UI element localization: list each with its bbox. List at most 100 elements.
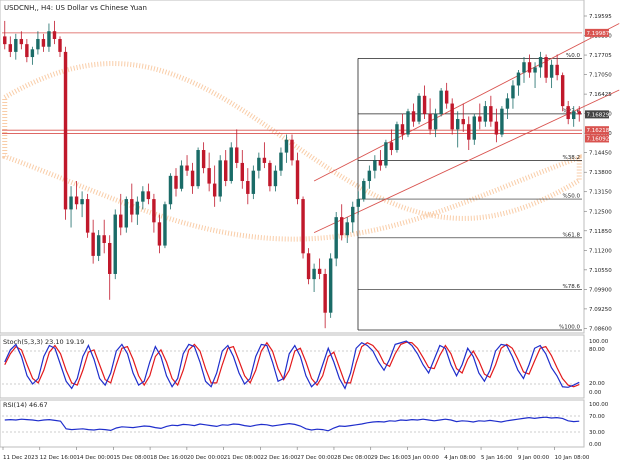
candle-body (36, 38, 40, 50)
candle-body (41, 38, 46, 47)
price-tag-label: 7.16218 (587, 128, 610, 134)
candle-body (58, 38, 62, 52)
candle-body (500, 108, 504, 135)
price-tag-bg (585, 28, 609, 37)
fib-level-label: %0.0 (566, 53, 580, 59)
candle-body (196, 150, 200, 187)
rsi-tick-label: 70.00 (589, 414, 605, 420)
time-tick-label: 28 Dec 08:00 (334, 455, 371, 461)
chart-symbol-title: USDCNH,, H4: US Dollar vs Chinese Yuan (4, 4, 147, 12)
time-tick-label: 15 Dec 08:00 (113, 455, 150, 461)
candle-body (80, 199, 84, 205)
candle-body (516, 72, 521, 86)
time-tick-label: 5 Jan 16:00 (481, 455, 513, 461)
candle-body (163, 204, 167, 246)
candle-body (367, 170, 372, 182)
candle-body (389, 142, 394, 151)
candle-body (328, 258, 333, 313)
price-tick-label: 7.08600 (589, 326, 612, 332)
candle-body (422, 95, 427, 114)
rsi-tick-label: 0.00 (589, 442, 602, 448)
price-panel (0, 0, 585, 334)
candle-body (400, 124, 405, 135)
candle-body (235, 147, 239, 163)
candle-body (533, 67, 537, 73)
price-tick-label: 7.16425 (589, 92, 612, 98)
candle-body (373, 160, 377, 171)
candle-body (411, 111, 416, 122)
candle-body (428, 113, 432, 130)
candle-body (472, 116, 476, 140)
candle-body (69, 196, 73, 210)
price-tick-label: 7.14450 (589, 151, 612, 157)
candle-body (124, 199, 128, 228)
stoch-title: Stoch(5,3,3) 23.10 19.19 (3, 338, 84, 346)
candle-body (560, 75, 565, 107)
candle-body (356, 199, 360, 207)
time-tick-label: 14 Dec 00:00 (77, 455, 114, 461)
candle-body (157, 222, 162, 246)
candle-body (340, 217, 344, 236)
candle-body (538, 57, 543, 68)
candle-body (224, 160, 228, 182)
candle-body (301, 199, 305, 254)
price-tag-label: 7.16829 (587, 112, 610, 118)
candle-body (566, 106, 570, 120)
candle-body (527, 62, 532, 73)
candle-body (262, 157, 267, 163)
price-tag-bg (585, 126, 609, 135)
candle-body (52, 31, 57, 39)
candle-body (395, 124, 399, 151)
candle-body (378, 160, 383, 166)
candle-body (461, 119, 465, 125)
fib-level-label: %78.6 (563, 284, 581, 290)
candle-body (141, 191, 145, 202)
price-tag-bg (585, 134, 609, 143)
time-tick-label: 11 Dec 2023 (3, 455, 39, 461)
candle-body (284, 139, 289, 153)
candle-body (312, 268, 316, 280)
candle-body (290, 139, 294, 161)
candle-body (351, 206, 355, 223)
time-tick-label: 10 Jan 08:00 (555, 455, 590, 461)
candle-body (185, 165, 189, 171)
fib-level-label: %38.2 (563, 155, 580, 161)
candle-body (279, 152, 283, 171)
candle-body (467, 124, 471, 140)
time-tick-label: 20 Dec 00:00 (187, 455, 224, 461)
stoch-tick-label: 20.00 (589, 381, 605, 387)
candle-body (384, 142, 388, 166)
candle-body (179, 165, 184, 189)
price-tag-label: 7.19987 (587, 31, 610, 37)
price-tick-label: 7.11850 (589, 229, 612, 235)
candle-body (96, 235, 101, 256)
candle-body (251, 170, 256, 194)
price-tick-label: 7.13800 (589, 170, 612, 176)
candle-body (218, 160, 222, 197)
candle-body (240, 162, 244, 182)
time-tick-label: 21 Dec 08:00 (224, 455, 261, 461)
fib-level-label: %61.8 (563, 232, 581, 238)
time-tick-label: 22 Dec 16:00 (260, 455, 297, 461)
time-tick-label: 18 Dec 16:00 (150, 455, 187, 461)
candle-body (549, 64, 554, 78)
candle-body (456, 119, 460, 130)
candle-body (135, 201, 140, 215)
candle-body (174, 175, 178, 189)
candle-body (268, 162, 272, 187)
time-tick-label: 27 Dec 00:00 (297, 455, 334, 461)
candle-body (362, 181, 366, 200)
price-tick-label: 7.17705 (589, 53, 612, 59)
candle-body (317, 268, 322, 274)
time-tick-label: 12 Dec 16:00 (40, 455, 77, 461)
rsi-tick-label: 100.00 (589, 402, 609, 408)
candle-body (3, 36, 7, 45)
price-tick-label: 7.12500 (589, 209, 612, 215)
candle-body (168, 175, 173, 205)
price-tick-label: 7.09900 (589, 287, 612, 293)
candle-body (544, 57, 548, 78)
stoch-signal-line (4, 341, 580, 388)
candle-body (63, 51, 68, 210)
candle-body (108, 242, 112, 274)
